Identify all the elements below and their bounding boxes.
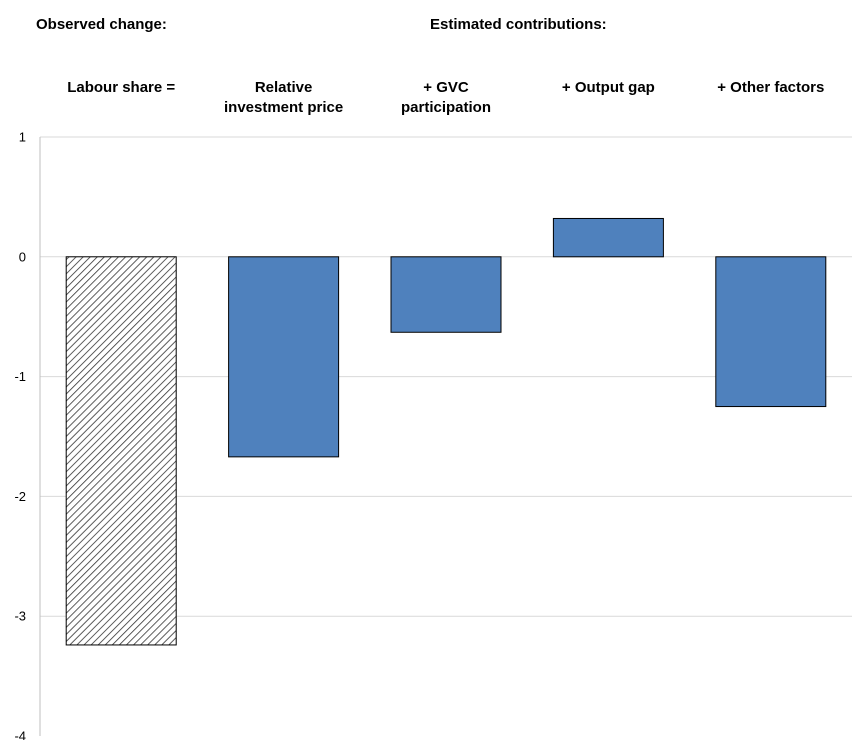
bar-contribution bbox=[552, 217, 664, 258]
category-label: Relative investment price bbox=[223, 79, 344, 116]
y-tick-label: -3 bbox=[14, 609, 26, 624]
category-label: + Other factors bbox=[717, 79, 825, 96]
bar-contribution bbox=[228, 256, 340, 458]
estimated-contributions-header: Estimated contributions: bbox=[430, 16, 607, 33]
category-label: Labour share = bbox=[67, 79, 176, 96]
bar-contribution bbox=[390, 256, 502, 333]
y-tick-label: -1 bbox=[14, 369, 26, 384]
observed-change-header: Observed change: bbox=[36, 16, 167, 33]
y-tick-label: 1 bbox=[19, 130, 26, 145]
y-tick-label: -4 bbox=[14, 729, 26, 740]
category-label: + GVC participation bbox=[400, 79, 491, 116]
category-label: + Output gap bbox=[561, 79, 655, 96]
y-tick-label: -2 bbox=[14, 489, 26, 504]
bar-observed-labour-share bbox=[65, 256, 177, 646]
bar-contribution bbox=[715, 256, 827, 408]
y-tick-label: 0 bbox=[19, 249, 26, 264]
